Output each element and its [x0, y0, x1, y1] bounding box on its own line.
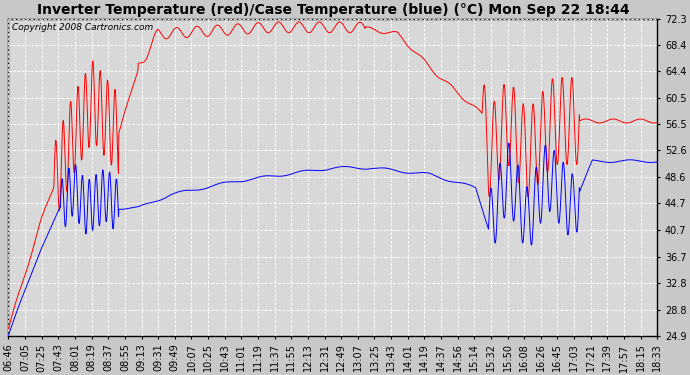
Title: Inverter Temperature (red)/Case Temperature (blue) (°C) Mon Sep 22 18:44: Inverter Temperature (red)/Case Temperat… — [37, 3, 629, 18]
Text: Copyright 2008 Cartronics.com: Copyright 2008 Cartronics.com — [12, 23, 153, 32]
